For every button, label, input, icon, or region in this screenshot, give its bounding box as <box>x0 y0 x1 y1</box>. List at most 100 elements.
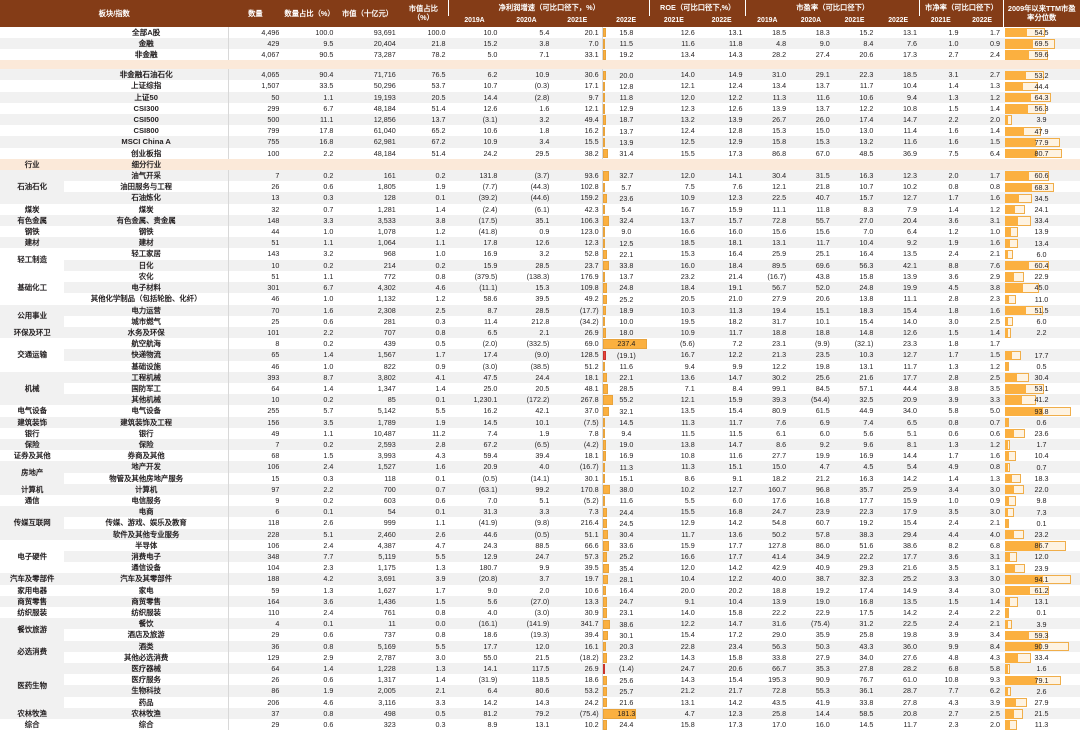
table-row[interactable]: 其他化学制品（包括轮胎、化纤） 46 1.0 1,132 1.2 58.6 39.5 49.2… <box>0 293 1080 305</box>
cell-pb-2022e: 1.0 <box>990 227 1001 237</box>
cell-roe-2021e: 7.1 <box>684 383 695 393</box>
table-row[interactable]: 交通运输 航空航海 8 0.2 439 0.5 (2.0) (332.5) 69.0 237.4(… <box>0 338 1080 372</box>
table-row[interactable]: 上证综指 1,507 33.5 50,296 53.7 10.7 (0.3) 17.1 12.8… <box>0 80 1080 92</box>
table-row[interactable]: MSCI China A 755 16.8 62,981 67.2 10.9 3.4 15.5… <box>0 136 1080 148</box>
table-row[interactable]: 上证50 50 1.1 19,193 20.5 14.4 (2.8) 9.7 11.8 12.0 1… <box>0 91 1080 103</box>
table-row[interactable]: 房地产 地产开发 106 2.4 1,527 1.6 20.9 4.0 (16.7) 11.3 11… <box>0 461 1080 484</box>
cell-growth-2021e: 18.1 <box>552 371 603 383</box>
table-row[interactable]: 消费电子 348 7.7 5,119 5.5 12.9 24.7 57.3 25.2 16.6 17… <box>0 550 1080 563</box>
cell-count: 49 <box>227 427 283 439</box>
table-row[interactable]: 通信 电信服务 9 0.2 603 0.6 7.0 5.1 (5.2) 11.6 5.5 6.0 17.… <box>0 494 1080 507</box>
table-row[interactable]: 商贸零售 商贸零售 164 3.6 1,436 1.5 5.6 (27.0) 13.3 24.7 9… <box>0 595 1080 607</box>
table-row[interactable]: 快递物流 65 1.4 1,567 1.7 17.4 (9.0) 128.5 (19.1) 16.… <box>0 349 1080 361</box>
table-row[interactable]: 机械 工程机械 393 8.7 3,802 4.1 47.5 24.4 18.1 22.1 13.6… <box>0 371 1080 406</box>
cell-count: 44 <box>227 226 283 238</box>
cell-pb-2021e: 1.0 <box>948 495 959 505</box>
table-row[interactable]: 城市燃气 25 0.6 281 0.3 11.4 212.8 (34.2) 10.0 19.5 18… <box>0 315 1080 327</box>
th-pe-2019a: 2019A <box>745 16 790 27</box>
table-row[interactable]: 传媒、游戏、娱乐及教育 118 2.6 999 1.1 (41.9) (9.8) 216.4 2… <box>0 517 1080 529</box>
table-row[interactable]: 基础设施 46 1.0 822 0.9 (3.0) (38.5) 51.2 11.6 9.4 9.9… <box>0 360 1080 372</box>
cell-count: 97 <box>227 483 283 495</box>
table-row[interactable]: 农林牧渔 农林牧渔 37 0.8 498 0.5 81.2 79.2 (75.4) 181.3 4.… <box>0 707 1080 720</box>
table-row[interactable]: 油田服务与工程 26 0.6 1,805 1.9 (7.7) (44.3) 102.8 5.7 7… <box>0 181 1080 193</box>
table-row[interactable]: 创业板指 100 2.2 48,184 51.4 24.2 29.5 38.2 31.4 15.5… <box>0 147 1080 159</box>
cell-growth-2022e-bar: 21.6 <box>601 696 650 708</box>
cell-roe-2021e: 12.1 <box>680 81 695 91</box>
cell-mktcap-pct: 4.3 <box>435 451 446 461</box>
table-row[interactable]: 日化 10 0.2 214 0.2 15.9 28.5 23.7 33.8 16.0 18.4 89.… <box>0 259 1080 271</box>
table-row[interactable]: 汽车及零部件 汽车及其零部件 188 4.2 3,691 3.9 (20.8) 3.7 19.7… <box>0 573 1080 585</box>
cell-pb-2021e: 1.8 <box>919 304 962 316</box>
table-row[interactable]: 计算机 计算机 97 2.2 700 0.7 (63.1) 99.2 170.8 38.0 10.2… <box>0 483 1080 495</box>
table-row[interactable]: CSI300 299 6.7 48,184 51.4 12.6 1.6 12.1 12.9 12.… <box>0 102 1080 115</box>
table-row[interactable]: 软件及其他专业服务 228 5.1 2,460 2.6 44.6 (0.5) 51.1 30.4… <box>0 528 1080 540</box>
cell-growth-2021e: 30.1 <box>584 473 599 483</box>
table-row[interactable]: 证券及其他 券商及其他 68 1.5 3,993 4.3 59.4 39.4 18.1 16.9 1… <box>0 450 1080 462</box>
table-row[interactable]: 其他必选消费 129 2.9 2,787 3.0 55.0 21.5 (18.2) 23.2 14… <box>0 651 1080 663</box>
table-row[interactable]: 其他机械 10 0.2 85 0.1 1,230.1 (172.2) 267.8 55.2 12.… <box>0 394 1080 406</box>
row-name: 通信设备 <box>131 563 161 573</box>
table-row[interactable]: 家用电器 家电 59 1.3 1,627 1.7 9.0 2.0 10.6 16.4 20.0 20.… <box>0 584 1080 596</box>
table-row[interactable]: 酒店及旅游 29 0.6 737 0.8 18.6 (19.3) 39.4 30.1 15.4 17… <box>0 629 1080 641</box>
table-row[interactable]: 有色金属 有色金属、贵金属 148 3.3 3,533 3.8 (17.5) 35.1 106.… <box>0 214 1080 227</box>
cell-roe-2022e: 15.1 <box>697 461 746 473</box>
cell-growth-2019a: (63.1) <box>448 483 501 495</box>
cell-pb-2021e: 4.4 <box>919 528 962 540</box>
table-row[interactable]: 建材 建材 51 1.1 1,064 1.1 17.8 12.6 12.3 12.5 18.5 18.… <box>0 237 1080 249</box>
cell-growth-2019a: (39.2) <box>448 192 501 204</box>
table-row[interactable]: 环保及环卫 水务及环保 101 2.2 707 0.8 6.5 2.1 26.9 18.0 10.9… <box>0 326 1080 339</box>
table-row[interactable]: 必选消费 酒类 36 0.8 5,169 5.5 17.7 12.0 16.1 20.3 22.8 2… <box>0 640 1080 663</box>
table-row[interactable]: 煤炭 煤炭 32 0.7 1,281 1.4 (2.4) (6.1) 42.3 5.4 16.7 15… <box>0 203 1080 215</box>
cell-roe-2021e: 16.7 <box>649 349 698 361</box>
table-row[interactable]: 纺织服装 纺织服装 110 2.4 761 0.8 4.0 (3.0) 30.9 23.1 14.0… <box>0 606 1080 619</box>
table-row[interactable]: CSI500 500 11.1 12,856 13.7 (3.1) 3.2 49.4 18.7 1… <box>0 114 1080 126</box>
cell-pe-2019a: 86.8 <box>772 148 787 158</box>
growth-bar-value: 32.7 <box>619 171 634 181</box>
table-row[interactable]: 电子材料 301 6.7 4,302 4.6 (11.1) 15.3 109.8 24.8 18.… <box>0 282 1080 294</box>
cell-pe-2020a: 20.6 <box>815 294 830 304</box>
table-row[interactable]: 公用事业 电力运营 70 1.6 2,308 2.5 8.7 28.5 (17.7) 18.9 10… <box>0 304 1080 327</box>
cell-growth-2019a: 17.8 <box>448 237 501 249</box>
table-row[interactable]: 传媒互联网 电商 6 0.1 54 0.1 31.3 3.3 7.3 24.4 15.5 16.8 24… <box>0 506 1080 540</box>
cell-pe-2020a: 96.8 <box>789 483 833 495</box>
growth-bar <box>602 496 605 506</box>
cell-pe-2019a: 4.8 <box>745 37 790 50</box>
percentile-value: 23.6 <box>1034 429 1049 439</box>
table-row[interactable]: 电子硬件 半导体 106 2.4 4,387 4.7 24.3 88.5 66.6 33.6 15.… <box>0 539 1080 574</box>
cell-pe-2021e: 32.3 <box>832 573 877 585</box>
table-row[interactable]: 非金融石油石化 4,065 90.4 71,716 76.5 6.2 10.9 30.6 20.… <box>0 69 1080 81</box>
table-row[interactable]: 医药生物 医疗器械 64 1.4 1,228 1.3 14.1 117.5 26.9 (1.4) 2… <box>0 663 1080 708</box>
table-row[interactable]: 物管及其他房地产服务 15 0.3 118 0.1 (0.5) (14.1) 30.1 15.1… <box>0 472 1080 484</box>
table-row[interactable]: 药品 206 4.6 3,116 3.3 14.2 14.3 24.2 21.6 13.1 14.2… <box>0 696 1080 708</box>
table-row[interactable]: 国防军工 64 1.4 1,347 1.4 25.0 20.5 48.1 28.5 7.1 8.4 9… <box>0 382 1080 395</box>
table-row[interactable]: 石油炼化 13 0.3 128 0.1 (39.2) (44.6) 159.2 23.6 10.9… <box>0 192 1080 204</box>
cell-pe-2022e: 12.7 <box>876 349 920 361</box>
cell-pe-2020a: 31.5 <box>789 170 833 182</box>
table-row[interactable]: 基础化工 农化 51 1.1 772 0.8 (379.5) (138.3) 176.9 13.7… <box>0 270 1080 305</box>
cell-pe-2020a: 35.3 <box>789 663 833 675</box>
table-row[interactable]: 银行 银行 49 1.1 10,487 11.2 7.4 1.9 7.8 9.4 11.5 11.5 6… <box>0 427 1080 439</box>
table-row[interactable]: 建筑装饰 建筑装饰及工程 156 3.5 1,789 1.9 14.5 10.1 (7.5) 14… <box>0 416 1080 428</box>
cell-count-pct: 17.8 <box>319 126 334 136</box>
table-row[interactable]: 餐饮旅游 餐饮 4 0.1 11 0.0 (16.1) (141.9) 341.7 38.6 12.… <box>0 618 1080 641</box>
cell-mktcap: 1,527 <box>336 461 399 473</box>
table-row[interactable]: 钢铁 钢铁 44 1.0 1,078 1.2 (41.8) 0.9 123.0 9.0 16.6 16… <box>0 226 1080 238</box>
cell-mktcap-pct: 5.5 <box>398 640 449 652</box>
cell-pb-2021e: 1.3 <box>919 438 962 451</box>
row-name: 计算机 <box>64 483 229 495</box>
table-row[interactable]: 石油石化 油气开采 7 0.2 161 0.2 131.8 (3.7) 93.6 32.7 12.0… <box>0 170 1080 204</box>
table-row[interactable]: 金融 429 9.5 20,404 21.8 15.2 3.8 7.0 11.5 11.6 11.8… <box>0 37 1080 50</box>
table-row[interactable]: 保险 保险 7 0.2 2,593 2.8 67.2 (6.5) (4.2) 19.0 13.8 14… <box>0 438 1080 451</box>
table-row[interactable]: CSI800 799 17.8 61,040 65.2 10.6 1.8 16.2 13.7 12… <box>0 125 1080 137</box>
sector-label: 建材 <box>0 237 65 249</box>
table-row[interactable]: 轻工制造 轻工家居 143 3.2 968 1.0 16.9 3.2 52.8 22.1 15.3 1… <box>0 248 1080 271</box>
table-row[interactable]: 生物科技 86 1.9 2,005 2.1 6.4 80.6 53.2 25.7 21.2 21.7… <box>0 685 1080 697</box>
table-row[interactable]: 全部A股 4,496 100.0 93,691 100.0 10.0 5.4 20.1 15.8… <box>0 26 1080 38</box>
table-row[interactable]: 通信设备 104 2.3 1,175 1.3 180.7 9.9 39.5 35.4 12.0 14… <box>0 562 1080 574</box>
cell-mktcap-pct: 2.6 <box>398 528 449 540</box>
table-row[interactable]: 电气设备 电气设备 255 5.7 5,142 5.5 16.2 42.1 37.0 32.1 13… <box>0 405 1080 417</box>
table-row[interactable]: 医疗服务 26 0.6 1,317 1.4 (31.9) 118.5 18.6 25.6 14.3… <box>0 674 1080 686</box>
th-count-pct: 数量占比（%） <box>282 0 337 27</box>
table-row[interactable]: 非金融 4,067 90.5 73,287 78.2 5.0 7.1 33.1 19.2 13.4… <box>0 49 1080 61</box>
table-row[interactable]: 综合 综合 29 0.6 323 0.3 8.9 13.1 10.2 24.4 15.8 17.3 17… <box>0 719 1080 730</box>
